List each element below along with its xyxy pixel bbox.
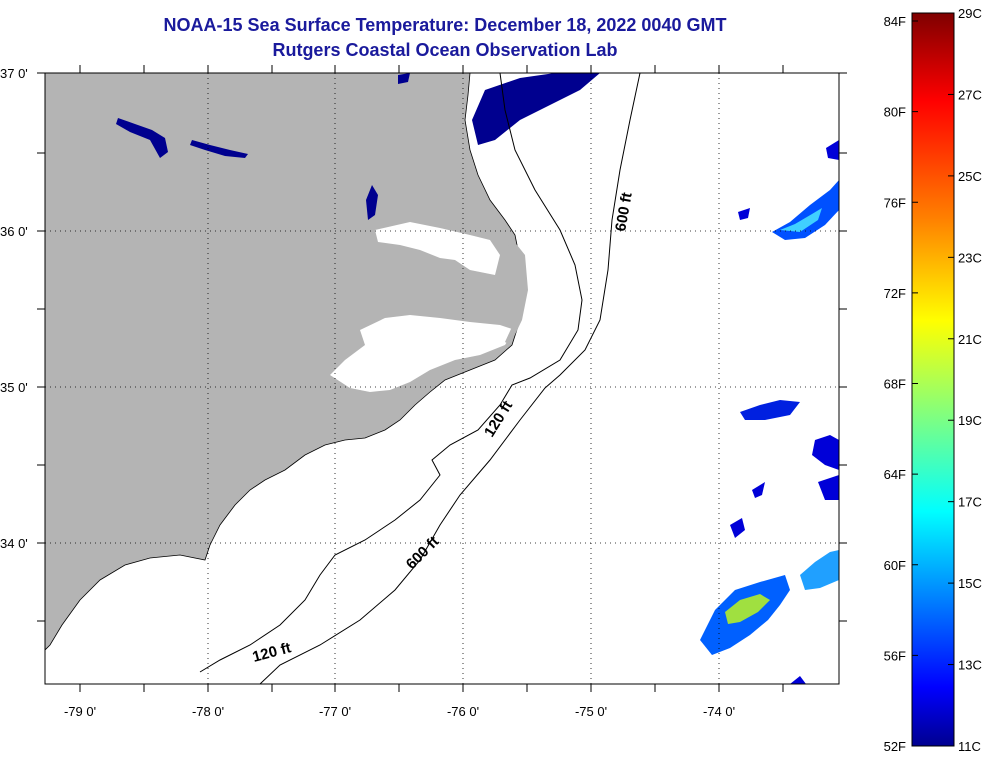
map-subtitle: Rutgers Coastal Ocean Observation Lab — [272, 40, 618, 60]
graticule — [45, 73, 839, 684]
sst-patch-east-2 — [818, 475, 839, 500]
colorbar-f-label: 68F — [884, 377, 906, 392]
colorbar-f-label: 76F — [884, 195, 906, 210]
inland-water-2 — [190, 140, 248, 158]
lat-label-34: 34 0' — [0, 536, 28, 551]
contour-120ft — [199, 73, 583, 673]
lon-label-78: -78 0' — [192, 704, 224, 719]
colorbar-ticks — [912, 12, 954, 747]
colorbar-fahrenheit-labels: 84F 80F 76F 72F 68F 64F 60F 56F 52F — [884, 14, 906, 754]
inland-water-3 — [366, 185, 378, 220]
pamlico-sound — [330, 315, 515, 392]
lon-label-79: -79 0' — [64, 704, 96, 719]
map-frame — [44, 72, 840, 685]
sst-patch-east-1 — [812, 435, 839, 470]
sst-patch-small-1 — [738, 208, 750, 220]
colorbar-c-label: 21C — [958, 332, 982, 347]
inland-water-1 — [116, 118, 168, 158]
inland-water-4 — [398, 73, 410, 84]
colorbar-f-label: 80F — [884, 105, 906, 120]
map-title: NOAA-15 Sea Surface Temperature: Decembe… — [163, 15, 727, 35]
outer-banks — [500, 230, 528, 345]
sst-patch-south-1 — [730, 518, 745, 538]
cold-water-patch — [472, 73, 600, 145]
land-mass — [45, 73, 523, 651]
colorbar-f-label: 72F — [884, 286, 906, 301]
lon-label-77: -77 0' — [319, 704, 351, 719]
bottom-ticks — [79, 684, 784, 692]
colorbar-c-label: 23C — [958, 250, 982, 265]
colorbar-f-label: 60F — [884, 558, 906, 573]
sst-patch-bottom — [790, 676, 806, 684]
sst-patch-top — [826, 140, 839, 160]
albemarle-sound — [375, 222, 500, 275]
colorbar-f-label: 64F — [884, 467, 906, 482]
colorbar-c-label: 27C — [958, 87, 982, 102]
sst-patch-large-warm — [725, 594, 770, 624]
sst-patch-ne — [772, 180, 839, 240]
colorbar-f-label: 84F — [884, 14, 906, 29]
colorbar-c-label: 13C — [958, 658, 982, 673]
top-ticks — [79, 65, 784, 73]
lon-label-76: -76 0' — [447, 704, 479, 719]
left-ticks — [37, 72, 45, 622]
lat-label-36: 36 0' — [0, 224, 28, 239]
colorbar-f-label: 56F — [884, 648, 906, 663]
sst-patch-ne-warm — [780, 208, 822, 232]
sst-patch-mid — [740, 400, 800, 420]
colorbar-celsius-labels: 29C 27C 25C 23C 21C 19C 17C 15C 13C 11C — [958, 6, 982, 754]
colorbar-c-label: 19C — [958, 413, 982, 428]
sst-patch-se — [800, 550, 839, 590]
colorbar-c-label: 29C — [958, 6, 982, 21]
contour-600ft-north — [259, 73, 641, 684]
lon-label-75: -75 0' — [575, 704, 607, 719]
right-ticks — [839, 72, 847, 622]
colorbar-f-label: 52F — [884, 739, 906, 754]
lat-label-35: 35 0' — [0, 380, 28, 395]
lat-label-37: 37 0' — [0, 66, 28, 81]
colorbar-c-label: 25C — [958, 169, 982, 184]
colorbar-c-label: 15C — [958, 576, 982, 591]
colorbar-c-label: 11C — [958, 739, 981, 754]
lon-label-74: -74 0' — [703, 704, 735, 719]
sst-patch-south-2 — [752, 482, 765, 498]
colorbar — [911, 12, 955, 747]
contour-label-600ft-north: 600 ft — [612, 191, 636, 233]
colorbar-c-label: 17C — [958, 495, 982, 510]
